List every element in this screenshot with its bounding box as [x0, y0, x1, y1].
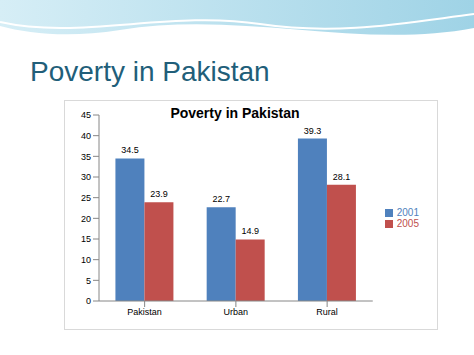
svg-text:20: 20 — [81, 214, 91, 224]
html-text:Poverty in Pakistan: Poverty in Pakistan — [170, 105, 300, 121]
svg-text:Urban: Urban — [224, 307, 249, 317]
html-text:2005: 2005 — [396, 218, 419, 229]
svg-text:22.7: 22.7 — [212, 194, 230, 204]
svg-text:5: 5 — [86, 276, 91, 286]
svg-text:40: 40 — [81, 131, 91, 141]
html-text:2001: 2001 — [396, 207, 419, 218]
svg-text:Rural: Rural — [316, 307, 338, 317]
svg-text:34.5: 34.5 — [121, 145, 139, 155]
svg-text:10: 10 — [81, 255, 91, 265]
svg-text:Pakistan: Pakistan — [127, 307, 162, 317]
svg-text:23.9: 23.9 — [150, 189, 168, 199]
svg-text:28.1: 28.1 — [333, 172, 351, 182]
svg-text:35: 35 — [81, 152, 91, 162]
svg-text:14.9: 14.9 — [241, 226, 259, 236]
svg-text:45: 45 — [81, 110, 91, 120]
svg-text:30: 30 — [81, 172, 91, 182]
svg-text:39.3: 39.3 — [304, 126, 322, 136]
html-text:Poverty in Pakistan: Poverty in Pakistan — [30, 56, 270, 87]
svg-text:25: 25 — [81, 193, 91, 203]
svg-text:0: 0 — [86, 296, 91, 306]
svg-text:15: 15 — [81, 234, 91, 244]
